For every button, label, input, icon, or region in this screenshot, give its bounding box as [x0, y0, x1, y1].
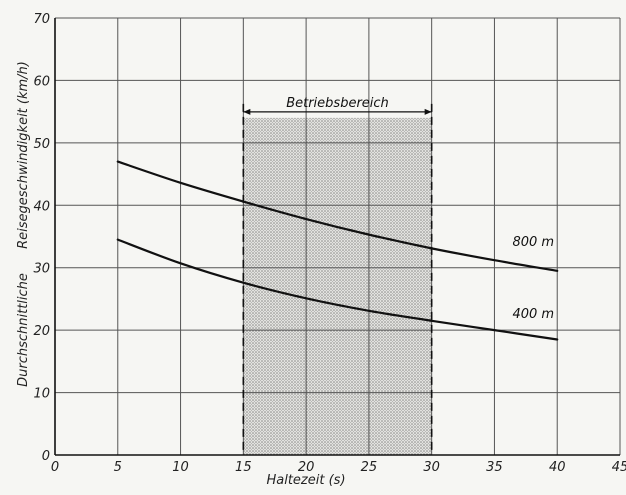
y-tick-label: 20 — [33, 324, 50, 339]
x-tick-label: 30 — [423, 460, 440, 475]
y-tick-label: 50 — [33, 137, 50, 152]
series-label: 800 m — [512, 235, 554, 250]
x-tick-label: 40 — [549, 460, 566, 475]
x-tick-label: 15 — [235, 460, 252, 475]
x-tick-label: 20 — [298, 460, 315, 475]
x-tick-label: 25 — [361, 460, 378, 475]
y-axis-title-line1: Reisegeschwindigkeit (km/h) — [16, 61, 31, 249]
y-tick-label: 60 — [33, 74, 50, 89]
y-tick-label: 30 — [33, 262, 50, 277]
shaded-operating-range — [243, 117, 432, 455]
x-tick-label: 10 — [172, 460, 189, 475]
operating-range-label: Betriebsbereich — [286, 96, 389, 111]
arrowhead-right-icon — [424, 108, 432, 115]
x-tick-label: 5 — [114, 460, 122, 475]
y-tick-label: 40 — [33, 199, 50, 214]
x-tick-label: 0 — [51, 460, 59, 475]
arrowhead-left-icon — [243, 108, 251, 115]
y-tick-label: 10 — [33, 387, 50, 402]
y-axis-title-line2: Durchschnittliche — [16, 273, 31, 387]
series-line-800m — [116, 160, 559, 272]
series-line-400m — [116, 238, 559, 341]
y-tick-label: 0 — [42, 449, 50, 464]
x-tick-label: 35 — [486, 460, 503, 475]
x-tick-label: 45 — [612, 460, 626, 475]
y-tick-label: 70 — [33, 12, 50, 27]
series-label: 400 m — [512, 307, 554, 322]
x-axis-title: Haltezeit (s) — [266, 473, 345, 488]
